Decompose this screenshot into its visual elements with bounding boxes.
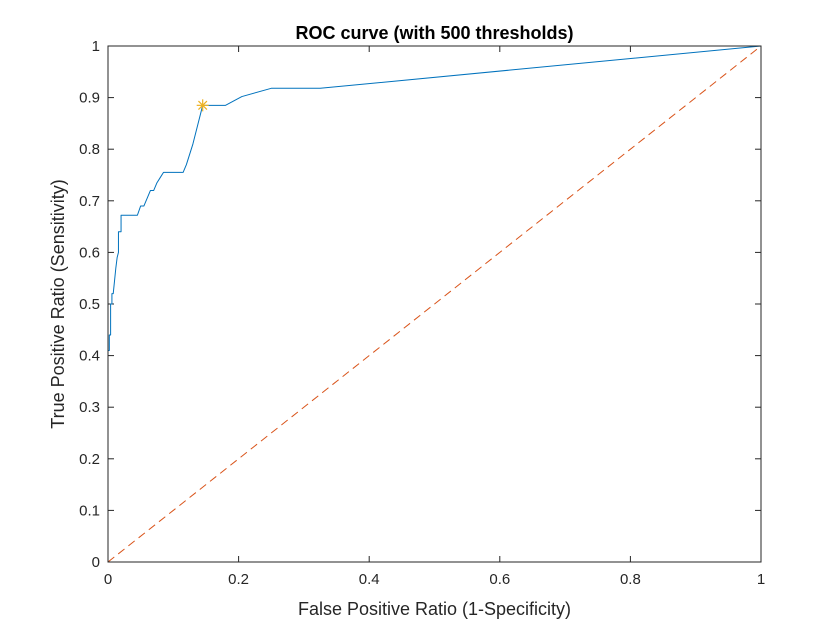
x-tick-label: 0.8	[620, 571, 641, 588]
x-tick-label: 0	[104, 571, 112, 588]
y-axis-label: True Positive Ratio (Sensitivity)	[48, 179, 68, 428]
y-tick-label: 0.3	[79, 399, 100, 416]
x-tick-label: 0.4	[359, 571, 380, 588]
x-tick-label: 0.6	[489, 571, 510, 588]
chart-title: ROC curve (with 500 thresholds)	[295, 23, 573, 43]
y-tick-label: 0.4	[79, 348, 100, 365]
y-tick-label: 0.7	[79, 193, 100, 210]
y-tick-label: 0.8	[79, 141, 100, 158]
y-tick-label: 0	[92, 554, 100, 571]
chance-line	[107, 45, 762, 563]
x-ticks: 0 0.2 0.4 0.6 0.8 1	[104, 46, 765, 588]
y-tick-label: 0.2	[79, 451, 100, 468]
x-tick-label: 0.2	[228, 571, 249, 588]
optimal-point-marker	[196, 99, 209, 112]
x-axis-label: False Positive Ratio (1-Specificity)	[298, 599, 571, 619]
y-tick-label: 0.1	[79, 502, 100, 519]
marker-layer	[196, 99, 209, 112]
axes-box	[107, 45, 762, 563]
y-tick-label: 0.6	[79, 244, 100, 261]
x-tick-label: 1	[757, 571, 765, 588]
y-tick-label: 0.9	[79, 90, 100, 107]
y-tick-label: 0.5	[79, 296, 100, 313]
y-tick-label: 1	[92, 38, 100, 55]
